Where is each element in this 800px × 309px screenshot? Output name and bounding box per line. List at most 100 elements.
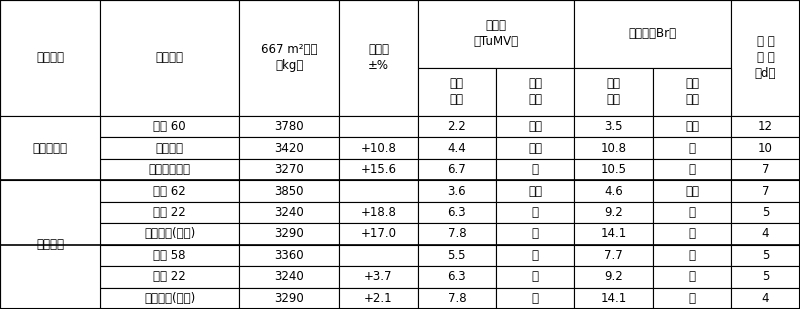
Bar [496,266,574,288]
Text: 高抗: 高抗 [528,184,542,197]
Text: 病毒病
（TuMV）: 病毒病 （TuMV） [474,19,518,49]
Text: +3.7: +3.7 [364,270,393,283]
Text: 3420: 3420 [274,142,304,154]
Bar [574,137,653,159]
Bar [0,116,100,180]
Text: 4: 4 [762,227,770,240]
Bar [496,180,574,202]
Bar [339,266,418,288]
Text: 6.3: 6.3 [447,206,466,219]
Bar [339,0,418,116]
Bar [339,159,418,180]
Text: 抗病
类型: 抗病 类型 [685,78,699,106]
Bar [574,0,731,68]
Text: 夏光（对照）: 夏光（对照） [149,163,190,176]
Bar [574,245,653,266]
Text: 高抗: 高抗 [685,184,699,197]
Text: 美味早生(对照): 美味早生(对照) [144,292,195,305]
Text: 7.8: 7.8 [447,227,466,240]
Bar [418,245,496,266]
Text: 5: 5 [762,249,770,262]
Bar [100,288,239,309]
Bar [418,159,496,180]
Bar [731,0,800,116]
Bar [653,137,731,159]
Text: 高抗: 高抗 [528,120,542,133]
Bar [731,116,800,137]
Text: 抗: 抗 [689,142,695,154]
Text: 10.8: 10.8 [601,142,626,154]
Text: 7.7: 7.7 [604,249,623,262]
Text: 抗: 抗 [689,227,695,240]
Bar [239,180,339,202]
Text: 14.1: 14.1 [601,292,626,305]
Text: 4.6: 4.6 [604,184,623,197]
Bar [574,180,653,202]
Text: 抗: 抗 [532,270,538,283]
Bar [418,202,496,223]
Text: 3290: 3290 [274,292,304,305]
Text: 高抗: 高抗 [685,120,699,133]
Text: 3850: 3850 [274,184,304,197]
Bar [100,116,239,137]
Text: 抗: 抗 [689,163,695,176]
Text: 比对照
±%: 比对照 ±% [368,44,389,72]
Text: 2.2: 2.2 [447,120,466,133]
Text: 3360: 3360 [274,249,304,262]
Text: 黑腐病（Br）: 黑腐病（Br） [629,28,677,40]
Text: 抗: 抗 [532,292,538,305]
Bar [339,245,418,266]
Text: 667 m²产量
（kg）: 667 m²产量 （kg） [261,44,318,72]
Bar [100,266,239,288]
Bar [239,0,339,116]
Text: 3270: 3270 [274,163,304,176]
Bar [418,116,496,137]
Bar [100,0,239,116]
Bar [239,116,339,137]
Bar [653,68,731,116]
Text: 3240: 3240 [274,206,304,219]
Text: +15.6: +15.6 [361,163,397,176]
Text: 抗: 抗 [532,206,538,219]
Bar [418,288,496,309]
Bar [339,180,418,202]
Bar [496,159,574,180]
Text: 3290: 3290 [274,227,304,240]
Bar [0,0,100,116]
Bar [731,202,800,223]
Bar [239,223,339,245]
Text: +17.0: +17.0 [361,227,397,240]
Text: +10.8: +10.8 [361,142,397,154]
Bar [574,223,653,245]
Bar [418,0,574,68]
Text: 中甘 22: 中甘 22 [154,206,186,219]
Bar [239,202,339,223]
Bar [731,180,800,202]
Text: 高抗: 高抗 [528,142,542,154]
Bar [239,288,339,309]
Text: 中甘 22: 中甘 22 [154,270,186,283]
Text: 抗: 抗 [532,227,538,240]
Bar [339,288,418,309]
Bar [653,202,731,223]
Text: +18.8: +18.8 [361,206,397,219]
Bar [418,137,496,159]
Text: 14.1: 14.1 [601,227,626,240]
Bar [653,288,731,309]
Bar [100,180,239,202]
Text: 6.7: 6.7 [447,163,466,176]
Bar [731,137,800,159]
Text: 抗: 抗 [689,292,695,305]
Bar [239,266,339,288]
Text: 5: 5 [762,270,770,283]
Text: 瑞甘 58: 瑞甘 58 [154,249,186,262]
Bar [100,159,239,180]
Text: 抗病
类型: 抗病 类型 [528,78,542,106]
Text: 3.5: 3.5 [604,120,623,133]
Bar [418,180,496,202]
Text: 瑞甘 62: 瑞甘 62 [154,184,186,197]
Text: 9.2: 9.2 [604,270,623,283]
Bar [339,116,418,137]
Text: 病情
指数: 病情 指数 [450,78,464,106]
Bar [653,159,731,180]
